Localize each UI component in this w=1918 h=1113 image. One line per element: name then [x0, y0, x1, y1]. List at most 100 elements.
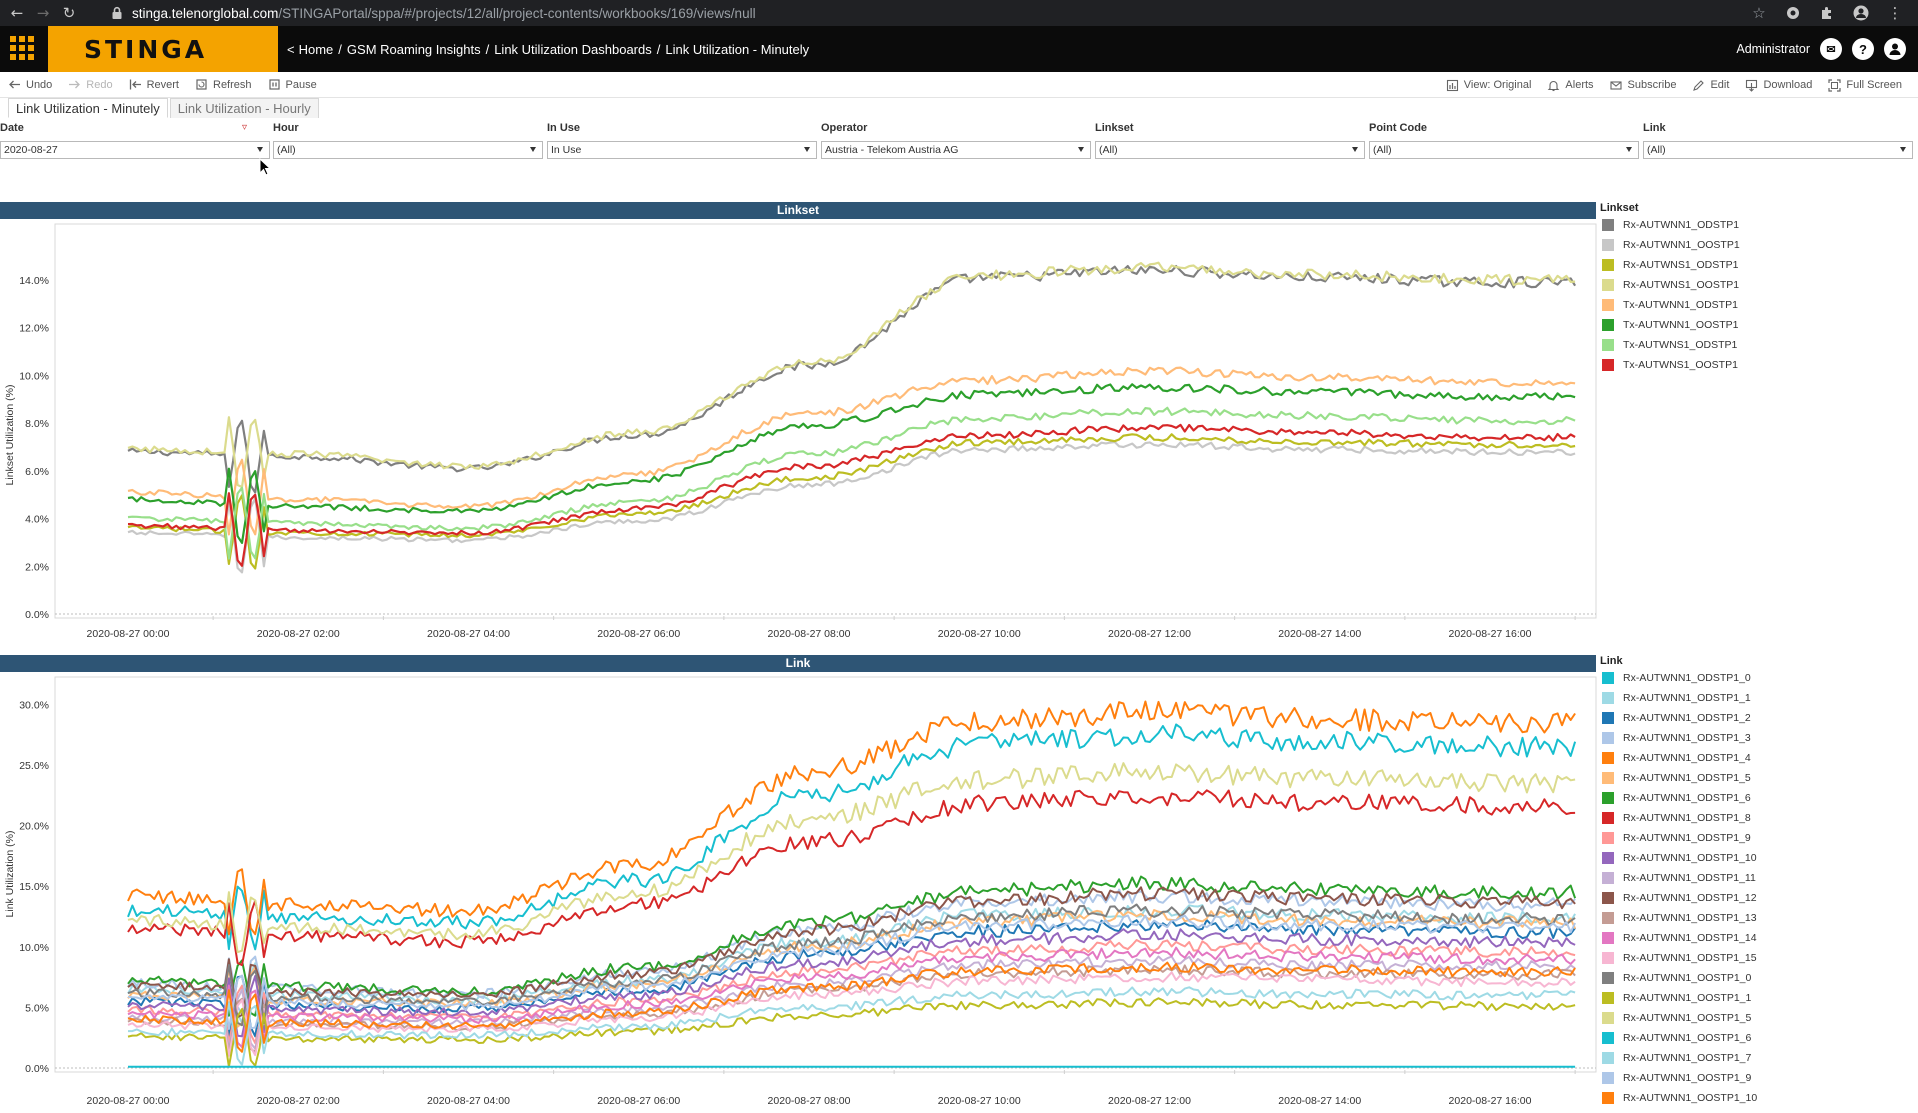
tab-link-utilization-hourly[interactable]: Link Utilization - Hourly	[169, 98, 319, 118]
linkset-chart[interactable]: 0.0% 2.0% 4.0% 6.0% 8.0% 10.0% 12.0% 14.0% Links…	[0, 219, 1598, 647]
full-screen-button[interactable]: Full Screen	[1828, 78, 1902, 92]
series-line[interactable]	[127, 406, 1576, 560]
legend-label: Rx-AUTWNN1_ODSTP1	[1623, 219, 1740, 231]
user-name[interactable]: Administrator	[1736, 42, 1810, 56]
series-line[interactable]	[127, 914, 1577, 1030]
legend-item[interactable]: Rx-AUTWNN1_OOSTP1_5	[1600, 1008, 1910, 1028]
subscribe-button[interactable]: Subscribe	[1609, 79, 1676, 92]
series-line[interactable]	[127, 789, 1576, 967]
redo-button[interactable]: Redo	[68, 78, 113, 91]
legend-item[interactable]: Rx-AUTWNN1_ODSTP1_13	[1600, 908, 1910, 928]
legend-item[interactable]: Rx-AUTWNN1_ODSTP1_8	[1600, 808, 1910, 828]
series-line[interactable]	[127, 366, 1576, 536]
address-bar[interactable]: stinga.telenorglobal.com/STINGAPortal/sp…	[110, 6, 756, 21]
operator-select[interactable]: Austria - Telekom Austria AG	[821, 141, 1091, 159]
series-line[interactable]	[127, 383, 1576, 544]
profile-icon[interactable]	[1848, 0, 1874, 26]
series-line[interactable]	[128, 986, 1576, 1066]
series-line[interactable]	[127, 888, 1576, 1016]
legend-item[interactable]: Rx-AUTWNN1_ODSTP1_1	[1600, 688, 1910, 708]
link-chart[interactable]: 0.0% 5.0% 10.0% 15.0% 20.0% 25.0% 30.0% Link Ut…	[0, 672, 1598, 1113]
date-select[interactable]: 2020-08-27	[0, 141, 270, 159]
legend-item[interactable]: Rx-AUTWNN1_ODSTP1	[1600, 215, 1910, 235]
legend-item[interactable]: Rx-AUTWNN1_ODSTP1_12	[1600, 888, 1910, 908]
legend-swatch	[1602, 972, 1614, 984]
series-line[interactable]	[127, 875, 1577, 1017]
extension-icon[interactable]	[1780, 0, 1806, 26]
link-select[interactable]: (All)	[1643, 141, 1913, 159]
series-line[interactable]	[127, 261, 1576, 489]
legend-item[interactable]: Rx-AUTWNN1_OOSTP1_0	[1600, 968, 1910, 988]
legend-item[interactable]: Tx-AUTWNN1_ODSTP1	[1600, 295, 1910, 315]
legend-label: Tx-AUTWNN1_ODSTP1	[1623, 299, 1738, 311]
series-line[interactable]	[127, 946, 1576, 1049]
series-line[interactable]	[127, 440, 1576, 574]
alerts-button[interactable]: Alerts	[1547, 79, 1594, 92]
legend-item[interactable]: Tx-AUTWNS1_OOSTP1	[1600, 355, 1910, 375]
series-line[interactable]	[127, 723, 1577, 951]
refresh-button[interactable]: Refresh	[195, 78, 252, 91]
series-line[interactable]	[127, 997, 1576, 1068]
breadcrumb-home[interactable]: Home	[298, 41, 334, 57]
legend-item[interactable]: Rx-AUTWNN1_ODSTP1_0	[1600, 668, 1910, 688]
legend-item[interactable]: Rx-AUTWNN1_ODSTP1_5	[1600, 768, 1910, 788]
legend-item[interactable]: Rx-AUTWNN1_OOSTP1_1	[1600, 988, 1910, 1008]
series-line[interactable]	[127, 433, 1576, 570]
legend-item[interactable]: Rx-AUTWNS1_OOSTP1	[1600, 275, 1910, 295]
series-line[interactable]	[127, 886, 1576, 1019]
in-use-select[interactable]: In Use	[547, 141, 817, 159]
mail-icon[interactable]: ✉	[1820, 38, 1842, 60]
legend-item[interactable]: Rx-AUTWNN1_ODSTP1_4	[1600, 748, 1910, 768]
series-line[interactable]	[127, 700, 1576, 936]
back-icon[interactable]: ←	[10, 4, 24, 22]
legend-item[interactable]: Rx-AUTWNN1_OOSTP1	[1600, 235, 1910, 255]
legend-item[interactable]: Tx-AUTWNS1_ODSTP1	[1600, 335, 1910, 355]
account-icon[interactable]	[1884, 38, 1906, 60]
puzzle-icon[interactable]	[1814, 0, 1840, 26]
series-line[interactable]	[127, 919, 1576, 1038]
legend-item[interactable]: Rx-AUTWNN1_OOSTP1_10	[1600, 1088, 1910, 1108]
revert-button[interactable]: Revert	[129, 78, 179, 91]
hour-select[interactable]: (All)	[273, 141, 543, 159]
legend-item[interactable]: Rx-AUTWNN1_ODSTP1_10	[1600, 848, 1910, 868]
undo-button[interactable]: Undo	[8, 78, 52, 91]
legend-item[interactable]: Rx-AUTWNN1_ODSTP1_14	[1600, 928, 1910, 948]
legend-item[interactable]: Rx-AUTWNN1_ODSTP1_9	[1600, 828, 1910, 848]
series-line[interactable]	[127, 961, 1576, 1053]
series-line[interactable]	[127, 971, 1576, 1057]
view-original-button[interactable]: View: Original	[1446, 79, 1531, 92]
breadcrumb-gsm-roaming[interactable]: GSM Roaming Insights	[346, 41, 481, 57]
tab-link-utilization-minutely[interactable]: Link Utilization - Minutely	[8, 98, 168, 118]
filter-operator: Operator Austria - Telekom Austria AG	[821, 121, 1091, 159]
legend-item[interactable]: Rx-AUTWNN1_ODSTP1_15	[1600, 948, 1910, 968]
menu-icon[interactable]: ⋮	[1887, 4, 1903, 22]
download-button[interactable]: Download	[1745, 79, 1812, 92]
pause-button[interactable]: Pause	[268, 78, 317, 91]
legend-item[interactable]: Tx-AUTWNN1_OOSTP1	[1600, 315, 1910, 335]
legend-item[interactable]: Rx-AUTWNN1_OOSTP1_7	[1600, 1048, 1910, 1068]
app-logo[interactable]: STINGA	[48, 26, 278, 72]
linkset-select[interactable]: (All)	[1095, 141, 1365, 159]
legend-label: Rx-AUTWNN1_ODSTP1_2	[1623, 712, 1751, 724]
legend-item[interactable]: Rx-AUTWNN1_ODSTP1_11	[1600, 868, 1910, 888]
series-line[interactable]	[127, 423, 1576, 567]
reload-icon[interactable]: ↻	[62, 4, 76, 22]
legend-item[interactable]: Rx-AUTWNN1_ODSTP1_6	[1600, 788, 1910, 808]
legend-item[interactable]: Rx-AUTWNS1_ODSTP1	[1600, 255, 1910, 275]
star-icon[interactable]: ☆	[1752, 4, 1766, 22]
series-line[interactable]	[127, 762, 1576, 954]
edit-button[interactable]: Edit	[1692, 79, 1729, 92]
series-line[interactable]	[127, 928, 1576, 1038]
help-icon[interactable]: ?	[1852, 38, 1874, 60]
forward-icon[interactable]: →	[36, 4, 50, 22]
y-tick-label: 6.0%	[25, 466, 49, 478]
series-line[interactable]	[127, 903, 1576, 1027]
breadcrumb-dashboards[interactable]: Link Utilization Dashboards	[494, 41, 652, 57]
legend-item[interactable]: Rx-AUTWNN1_OOSTP1_6	[1600, 1028, 1910, 1048]
point-code-select[interactable]: (All)	[1369, 141, 1639, 159]
filter-clear-icon[interactable]: ▿	[242, 122, 248, 133]
legend-item[interactable]: Rx-AUTWNN1_OOSTP1_9	[1600, 1068, 1910, 1088]
legend-item[interactable]: Rx-AUTWNN1_ODSTP1_3	[1600, 728, 1910, 748]
legend-item[interactable]: Rx-AUTWNN1_ODSTP1_2	[1600, 708, 1910, 728]
app-grid-icon[interactable]	[10, 36, 36, 62]
